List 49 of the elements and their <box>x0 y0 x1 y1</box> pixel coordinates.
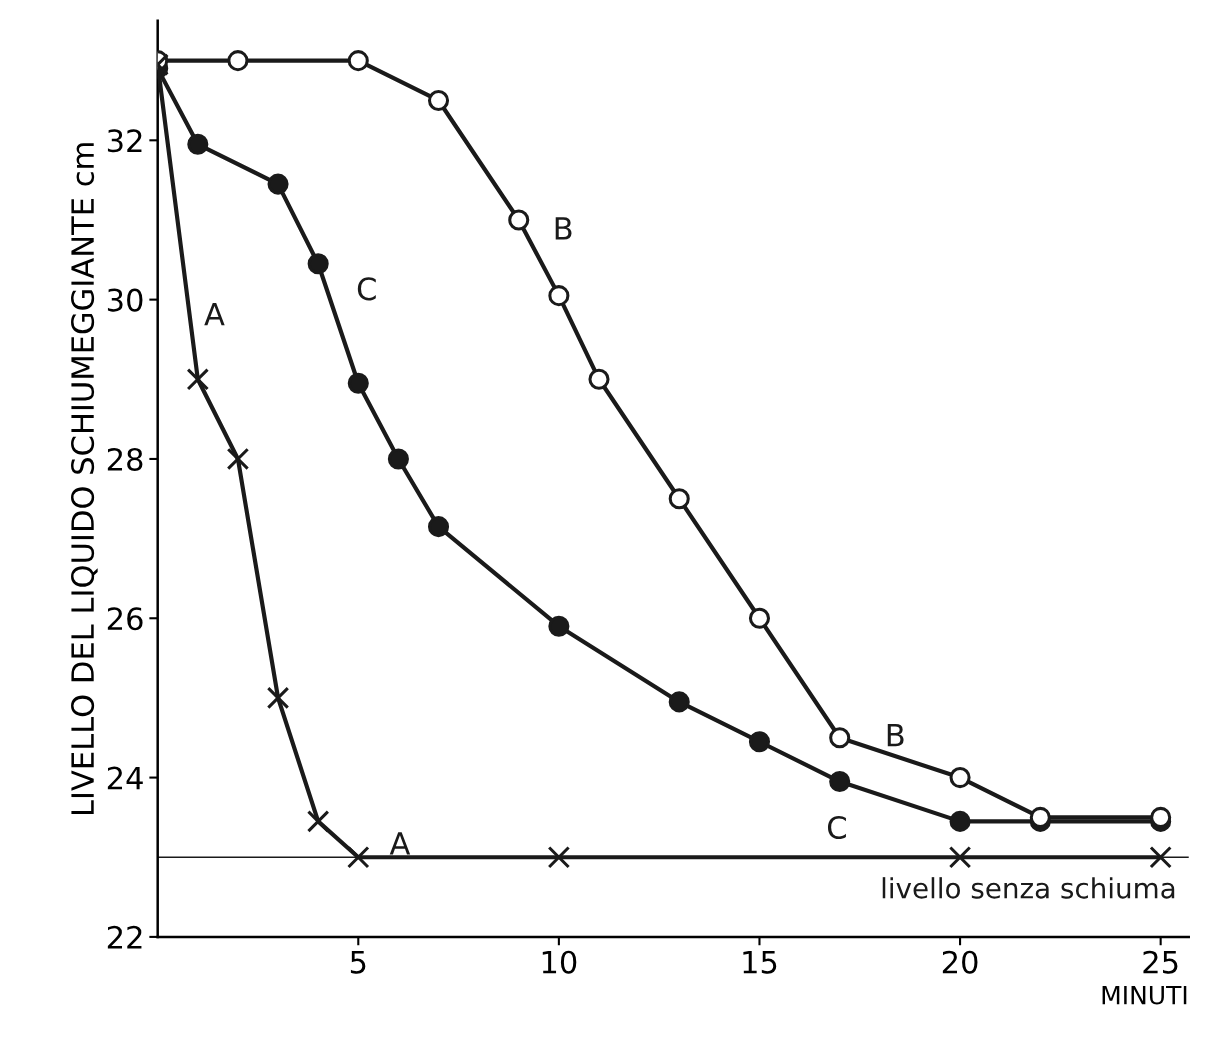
x-tick-label: 15 <box>743 951 777 974</box>
point <box>748 607 771 629</box>
y-tick-label: 22 <box>107 925 142 949</box>
series-label: C <box>357 277 376 301</box>
point <box>548 285 570 307</box>
point <box>668 691 690 713</box>
point <box>267 173 289 195</box>
point <box>427 89 450 112</box>
x-tick-label: 10 <box>542 950 577 974</box>
point <box>307 253 329 275</box>
y-axis-title: LIVELLO DEL LIQUIDO SCHIUMEGGIANTE cm <box>71 143 98 815</box>
point <box>668 488 690 510</box>
point <box>227 50 249 72</box>
point <box>387 448 409 470</box>
x-tick-label: 20 <box>942 950 978 974</box>
series-label: A <box>389 832 411 855</box>
point <box>948 845 972 869</box>
y-tick-label: 24 <box>107 766 143 790</box>
point <box>226 447 250 471</box>
y-tick-label: 32 <box>107 129 142 153</box>
point <box>347 372 369 394</box>
point <box>187 133 209 155</box>
x-tick-label: 5 <box>350 951 366 974</box>
point <box>949 767 971 789</box>
y-tick-label: 26 <box>107 607 143 631</box>
point <box>829 727 851 749</box>
point <box>508 209 530 231</box>
y-tick-label: 30 <box>107 288 143 312</box>
point <box>547 845 571 869</box>
x-tick-label: 25 <box>1143 950 1178 974</box>
point <box>186 368 210 391</box>
point <box>588 368 610 390</box>
ref-line-label: livello senza schiuma <box>882 877 1175 899</box>
y-tick-label: 28 <box>107 447 143 471</box>
x-axis-title: MINUTI <box>1102 985 1187 1005</box>
point <box>949 810 971 832</box>
text: B <box>555 217 572 240</box>
text: A <box>204 302 225 326</box>
text: C <box>827 815 846 840</box>
point <box>1149 845 1172 869</box>
point <box>427 516 450 538</box>
point <box>347 50 369 72</box>
point <box>829 771 851 793</box>
point <box>306 810 330 833</box>
point <box>748 731 771 753</box>
point <box>548 615 570 637</box>
point <box>266 686 290 710</box>
series-label: B <box>887 723 904 747</box>
point <box>347 845 370 869</box>
